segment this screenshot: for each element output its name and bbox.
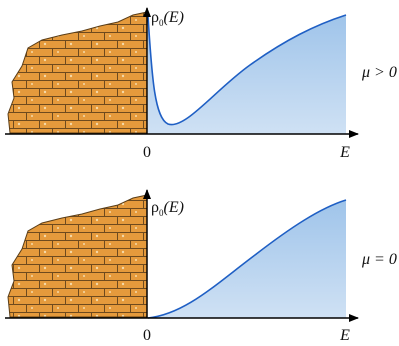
panel-bottom: ρ0(E) 0 E μ = 0 <box>5 189 397 344</box>
axis-label: ρ0(E) <box>151 199 184 218</box>
symbol: ρ <box>151 9 159 26</box>
argument: (E) <box>163 9 183 26</box>
dos-curve <box>147 14 347 126</box>
origin-label: 0 <box>143 327 151 344</box>
subscript: 0 <box>159 18 164 28</box>
dos-fill <box>148 200 346 318</box>
origin-label: 0 <box>143 144 151 161</box>
x-label: E <box>339 327 350 344</box>
axis-label: ρ0(E) <box>151 9 184 28</box>
condition: μ > 0 <box>361 64 397 81</box>
dos-curve <box>147 199 347 319</box>
x-label: E <box>339 144 350 161</box>
subscript: 0 <box>159 208 164 218</box>
dos-fill <box>148 15 346 134</box>
brick-wall <box>7 11 148 134</box>
argument: (E) <box>163 199 183 216</box>
panel-top: ρ0(E) 0 E μ > 0 <box>5 7 397 161</box>
symbol: ρ <box>151 199 159 216</box>
brick-wall <box>7 194 148 318</box>
condition: μ = 0 <box>361 251 397 268</box>
